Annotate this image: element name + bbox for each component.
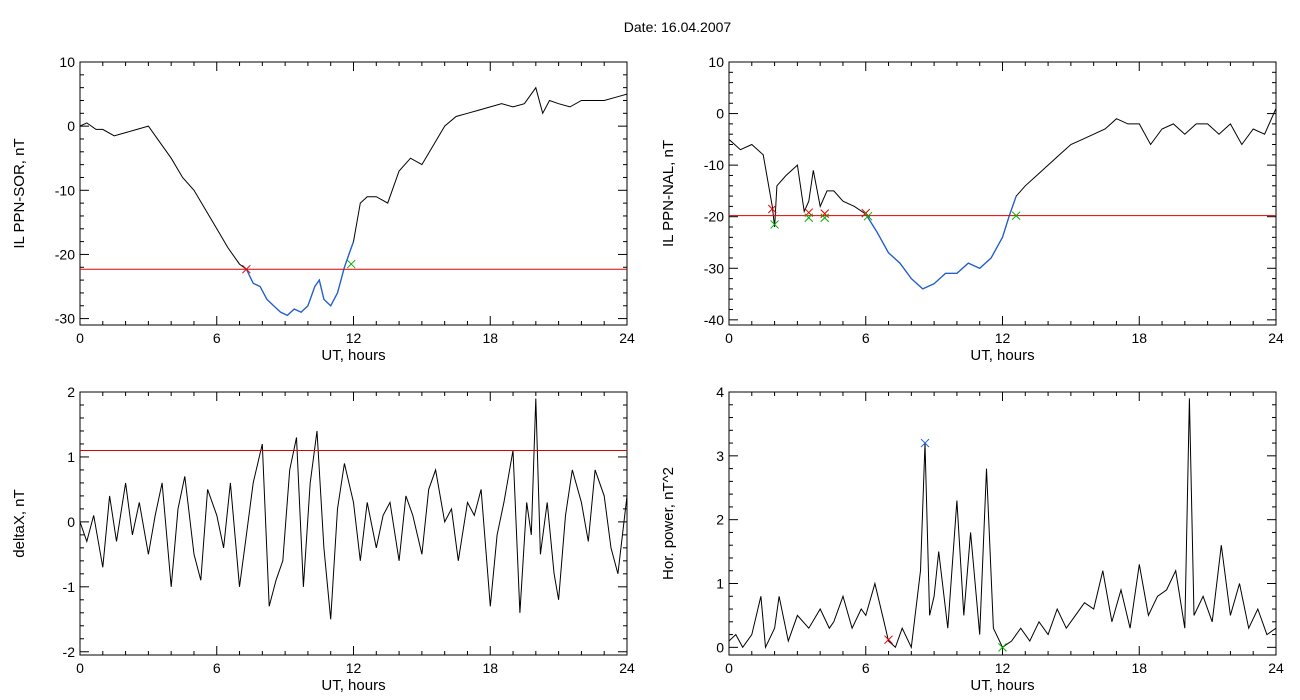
y-tick-label: -20 [704, 209, 724, 225]
panel-power: 0 6 12 18 24 4 3 2 1 0 UT, hours Hor. power, nT^2 [660, 384, 1284, 694]
x-tick-label: 24 [619, 660, 635, 676]
plot-frame [728, 61, 1277, 326]
y-tick-label: -30 [55, 311, 75, 327]
x-tick-label: 24 [1268, 330, 1284, 346]
y-axis-label: IL PPN-NAL, nT [660, 140, 677, 247]
x-tick-label: 18 [482, 660, 498, 676]
x-tick-label: 18 [482, 330, 498, 346]
marker-red [767, 204, 777, 214]
y-tick-label: -20 [55, 246, 75, 262]
x-tick-label: 6 [862, 660, 870, 676]
x-axis-label: UT, hours [970, 347, 1034, 364]
y-axis-label: deltaX, nT [11, 489, 28, 557]
marker-red [884, 635, 893, 645]
y-tick-label: 2 [716, 512, 724, 528]
x-tick-label: 6 [213, 660, 221, 676]
panel-nal: 0 6 12 18 24 10 0 -10 -20 -30 -40 UT, hours IL PPN-N… [660, 54, 1284, 364]
data-line [80, 86, 627, 316]
panel-sor: 0 6 12 18 24 10 0 -10 -20 -30 UT, hours IL PPN-SOR,… [11, 54, 635, 364]
y-tick-label: 0 [67, 118, 75, 134]
x-tick-label: 0 [725, 660, 733, 676]
x-tick-label: 6 [213, 330, 221, 346]
y-tick-label: -40 [704, 312, 724, 328]
x-tick-label: 0 [76, 330, 84, 346]
y-tick-label: 0 [716, 639, 724, 655]
page-title: Date: 16.04.2007 [623, 19, 732, 35]
marker-green [346, 259, 356, 269]
plot-frame [79, 391, 628, 656]
y-tick-label: -10 [55, 182, 75, 198]
x-tick-label: 6 [862, 330, 870, 346]
selected-interval-line [865, 195, 1017, 290]
y-axis-label: IL PPN-SOR, nT [11, 138, 28, 248]
y-tick-label: 10 [59, 54, 75, 70]
marker-green [770, 220, 779, 229]
marker-green [863, 211, 873, 221]
marker-red [242, 264, 251, 274]
y-tick-label: -1 [63, 579, 76, 595]
y-tick-label: -2 [63, 644, 76, 660]
x-tick-label: 24 [1268, 660, 1284, 676]
x-tick-label: 0 [76, 660, 84, 676]
y-axis-label: Hor. power, nT^2 [660, 467, 677, 580]
marker-blue [920, 438, 930, 448]
panel-deltax: 0 6 12 18 24 2 1 0 -1 -2 UT, hours deltaX, nT [11, 384, 635, 694]
plot-frame [79, 61, 628, 326]
x-tick-label: 12 [995, 330, 1011, 346]
plot-frame [728, 391, 1277, 656]
marker-red [820, 209, 830, 218]
data-line [729, 398, 1276, 650]
x-tick-label: 24 [619, 330, 635, 346]
marker-green [1011, 211, 1021, 221]
y-tick-label: -30 [704, 260, 724, 276]
x-tick-label: 18 [1131, 330, 1147, 346]
marker-green [804, 213, 814, 223]
y-tick-label: 4 [716, 384, 724, 400]
y-tick-label: 2 [67, 384, 75, 400]
x-axis-label: UT, hours [321, 347, 385, 364]
y-tick-label: 10 [708, 54, 724, 70]
x-tick-label: 12 [346, 660, 362, 676]
data-line [80, 398, 627, 620]
y-tick-label: 0 [67, 514, 75, 530]
y-tick-label: 1 [67, 449, 75, 465]
y-tick-label: 1 [716, 576, 724, 592]
data-line [729, 108, 1276, 290]
x-tick-label: 18 [1131, 660, 1147, 676]
y-tick-label: 0 [716, 106, 724, 122]
marker-green [820, 213, 830, 223]
x-tick-label: 12 [346, 330, 362, 346]
y-tick-label: 3 [716, 448, 724, 464]
x-tick-label: 0 [725, 330, 733, 346]
marker-green [998, 642, 1007, 652]
x-axis-label: UT, hours [321, 677, 385, 694]
x-axis-label: UT, hours [970, 677, 1034, 694]
y-tick-label: -10 [704, 157, 724, 173]
x-tick-label: 12 [995, 660, 1011, 676]
selected-interval-line [245, 241, 355, 317]
